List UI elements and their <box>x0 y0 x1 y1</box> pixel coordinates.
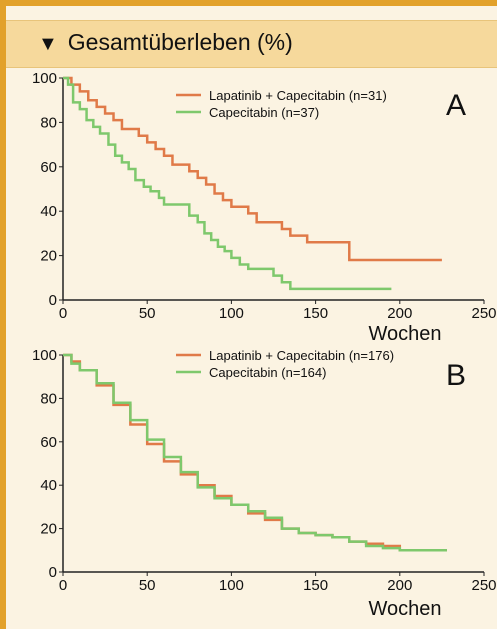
x-tick-label: 200 <box>387 577 412 594</box>
y-tick-label: 100 <box>32 347 57 364</box>
panel-label: A <box>446 89 466 122</box>
x-tick-label: 150 <box>303 577 328 594</box>
y-tick-label: 60 <box>40 434 57 451</box>
panel-label: B <box>446 359 466 392</box>
y-tick-label: 80 <box>40 114 57 131</box>
y-tick-label: 0 <box>49 292 57 309</box>
y-tick-label: 40 <box>40 203 57 220</box>
x-tick-label: 150 <box>303 305 328 322</box>
section-title: ▼ Gesamtüberleben (%) <box>38 29 293 56</box>
x-tick-label: 100 <box>219 577 244 594</box>
x-tick-label: 100 <box>219 305 244 322</box>
legend-label-1: Capecitabin (n=164) <box>209 365 326 380</box>
series-line-0 <box>63 353 447 552</box>
panel-frame <box>6 6 497 629</box>
legend-label-0: Lapatinib + Capecitabin (n=31) <box>209 88 387 103</box>
x-tick-label: 50 <box>139 305 156 322</box>
y-tick-label: 0 <box>49 564 57 581</box>
series-line-1 <box>63 76 392 291</box>
series-line-0 <box>63 76 442 262</box>
x-axis-label: Wochen <box>368 598 441 620</box>
collapse-triangle-icon[interactable]: ▼ <box>38 33 58 55</box>
x-tick-label: 200 <box>387 305 412 322</box>
x-tick-label: 250 <box>471 305 496 322</box>
x-tick-label: 0 <box>59 577 67 594</box>
x-tick-label: 250 <box>471 577 496 594</box>
x-axis-label: Wochen <box>368 323 441 345</box>
series-line-1 <box>63 353 447 552</box>
section-header[interactable]: ▼ Gesamtüberleben (%) <box>6 20 497 68</box>
y-tick-label: 20 <box>40 248 57 265</box>
y-tick-label: 100 <box>32 70 57 87</box>
y-tick-label: 20 <box>40 521 57 538</box>
x-tick-label: 0 <box>59 305 67 322</box>
y-tick-label: 40 <box>40 477 57 494</box>
y-tick-label: 60 <box>40 159 57 176</box>
legend-label-0: Lapatinib + Capecitabin (n=176) <box>209 348 394 363</box>
section-title-text: Gesamtüberleben (%) <box>67 29 293 55</box>
x-tick-label: 50 <box>139 577 156 594</box>
y-tick-label: 80 <box>40 390 57 407</box>
legend-label-1: Capecitabin (n=37) <box>209 105 319 120</box>
